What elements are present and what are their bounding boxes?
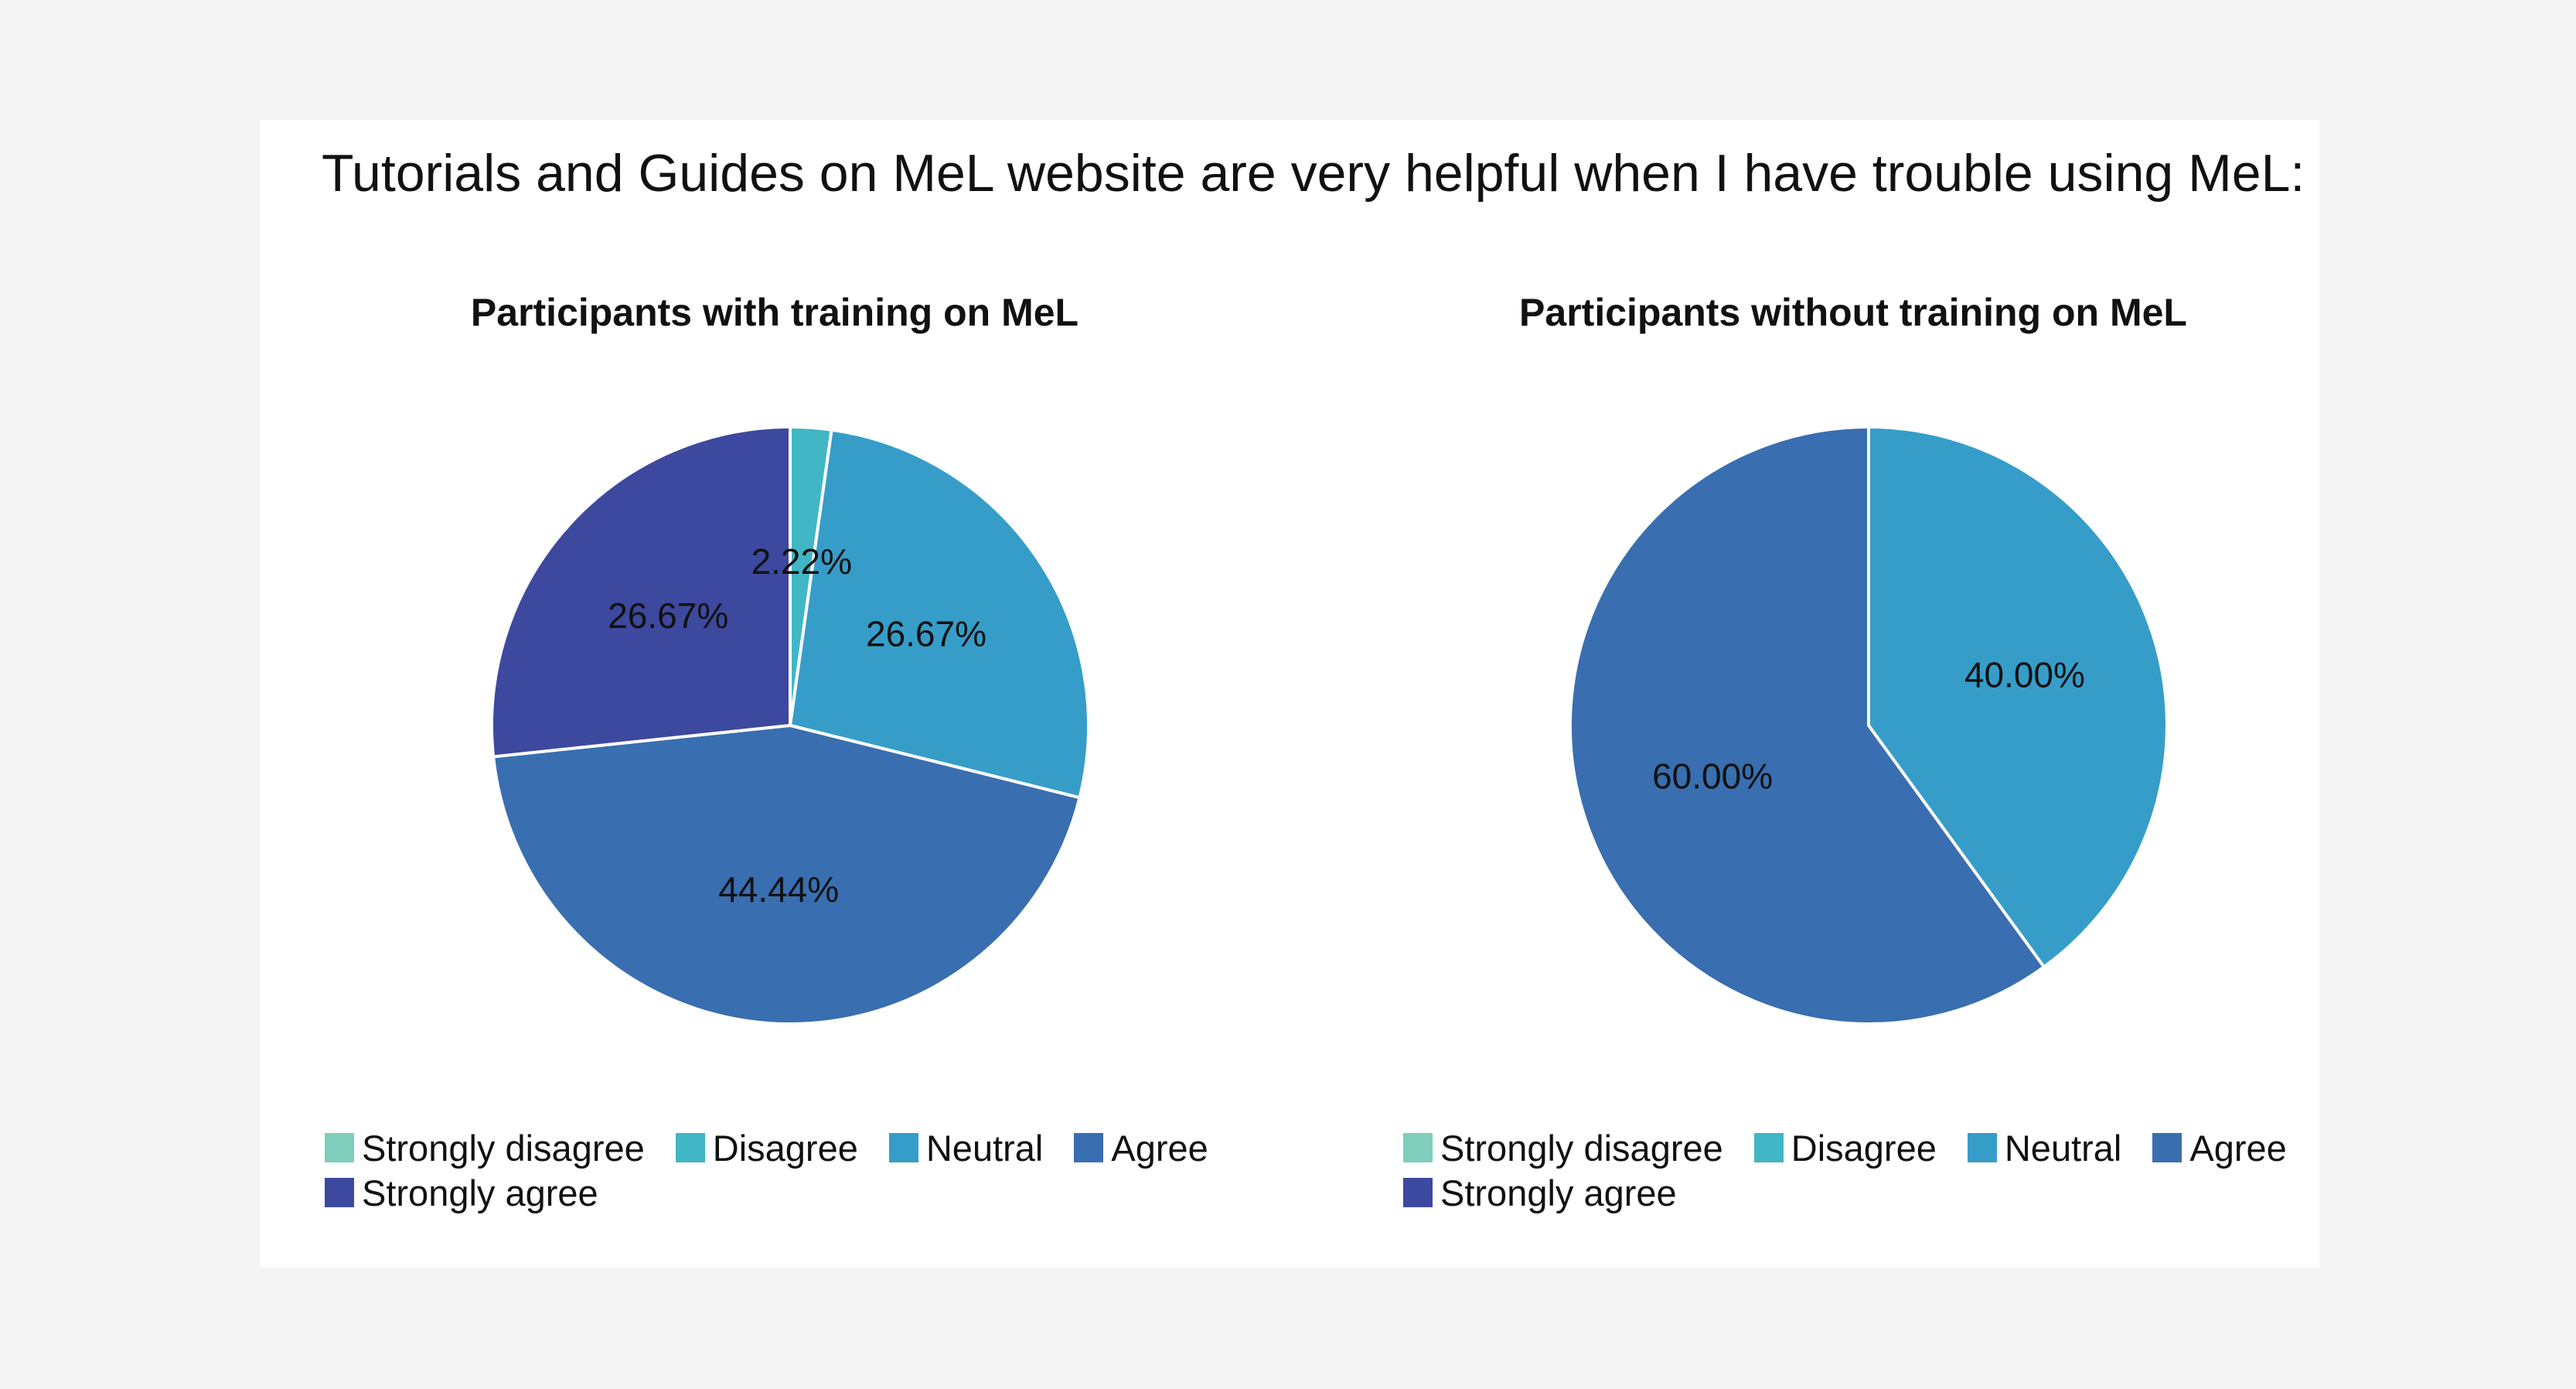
legend-label: Agree [2189,1127,2287,1169]
pie-svg: 2.22% 26.67% 44.44% 26.67% [490,425,1090,1026]
legend-label: Neutral [2004,1127,2122,1169]
legend-swatch [325,1178,354,1207]
legend-item-agree: Agree [1074,1125,1208,1170]
chart-card: Tutorials and Guides on MeL website are … [260,120,2319,1268]
data-label-disagree: 2.22% [751,541,852,582]
legend-item-strongly-agree: Strongly agree [1403,1170,1677,1215]
legend-swatch [675,1133,705,1162]
legend-label: Strongly disagree [362,1127,645,1169]
pie-chart-with-training: Participants with training on MeL 2.22% 2… [260,120,1290,1268]
legend-swatch [1403,1133,1433,1162]
data-label-agree: 44.44% [718,869,839,910]
pie-slice-agree [1569,425,2046,1026]
legend-swatch [1074,1133,1104,1162]
chart-title: Participants with training on MeL [470,291,1079,334]
legend-swatch [888,1133,918,1162]
pie-slice-neutral [1867,425,2169,970]
pie-slice-neutral [788,428,1090,800]
data-label-agree: 60.00% [1652,756,1773,797]
legend-swatch [325,1133,354,1162]
legend-swatch [2152,1133,2182,1162]
data-label-neutral: 26.67% [866,613,986,654]
legend-swatch [1403,1178,1433,1207]
legend-swatch [1753,1133,1784,1162]
legend-label: Strongly agree [1440,1172,1677,1213]
data-label-neutral: 40.00% [1964,654,2085,694]
page-title: Tutorials and Guides on MeL website are … [322,144,2305,203]
pie-svg: 40.00% 60.00% [1569,425,2169,1026]
legend: Strongly disagree Disagree Neutral Agree Str… [325,1125,1299,1215]
legend-label: Neutral [925,1127,1044,1169]
pie-chart-without-training: Participants without training on MeL 40.… [1338,120,2368,1268]
pie-slice-agree [491,723,1082,1026]
legend-item-disagree: Disagree [675,1125,858,1170]
legend: Strongly disagree Disagree Neutral Agree Str… [1403,1125,2377,1215]
legend-item-neutral: Neutral [888,1125,1044,1170]
legend-item-neutral: Neutral [1967,1125,2122,1170]
legend-item-strongly-disagree: Strongly disagree [1403,1125,1723,1170]
legend-label: Disagree [712,1127,858,1169]
data-label-strongly-agree: 26.67% [608,596,728,636]
legend-item-disagree: Disagree [1753,1125,1937,1170]
legend-item-strongly-disagree: Strongly disagree [325,1125,645,1170]
legend-label: Strongly disagree [1440,1127,1723,1169]
legend-swatch [1967,1133,1997,1162]
legend-item-strongly-agree: Strongly agree [325,1170,598,1215]
legend-item-agree: Agree [2152,1125,2287,1170]
legend-label: Disagree [1791,1127,1937,1169]
legend-label: Agree [1111,1127,1208,1169]
legend-label: Strongly agree [362,1172,598,1213]
chart-title: Participants without training on MeL [1519,291,2187,334]
pie-slice-strongly-agree [490,425,792,759]
